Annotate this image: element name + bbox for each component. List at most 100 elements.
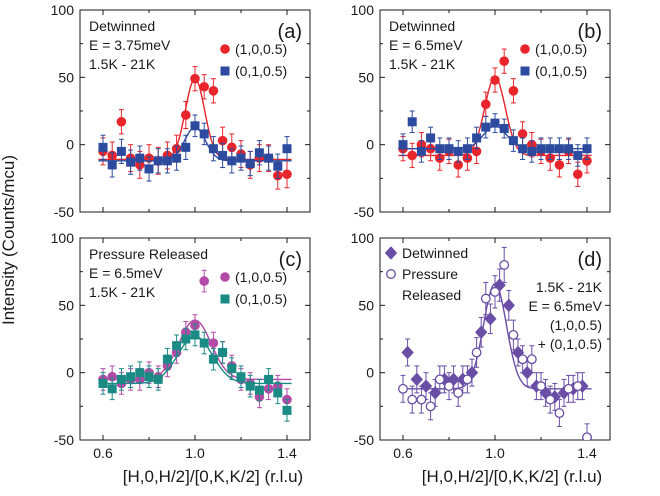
x-tick-label: 0.6 bbox=[393, 445, 413, 461]
data-point bbox=[499, 56, 510, 66]
data-point bbox=[490, 286, 500, 297]
data-point bbox=[199, 338, 209, 348]
chart-panel-3: -50 0 50 100 0.6 1.0 1.4 (c) Pressure Released E … bbox=[51, 230, 311, 461]
plot-data bbox=[398, 246, 592, 440]
data-point bbox=[199, 129, 209, 139]
series-2 bbox=[398, 246, 592, 440]
panel-label: (a) bbox=[278, 21, 302, 43]
data-point bbox=[419, 379, 433, 393]
data-point bbox=[398, 383, 408, 394]
data-point bbox=[472, 133, 482, 143]
data-point bbox=[517, 129, 528, 139]
data-point bbox=[282, 405, 292, 415]
annotation-text: Detwinned bbox=[389, 18, 455, 34]
legend-marker bbox=[384, 246, 398, 260]
y-axis-label: Intensity (Counts/mcu) bbox=[0, 155, 18, 325]
legend-marker bbox=[220, 44, 230, 54]
panel-label: (c) bbox=[279, 249, 302, 271]
y-tick-label: 50 bbox=[358, 297, 374, 313]
annotation-text: E = 6.5meV bbox=[528, 298, 602, 314]
annotation-text: Detwinned bbox=[89, 18, 155, 34]
plot-data bbox=[98, 66, 292, 190]
data-point bbox=[218, 347, 228, 357]
data-point bbox=[481, 99, 491, 110]
data-point bbox=[536, 381, 546, 392]
data-point bbox=[490, 75, 500, 85]
annotation-text: E = 3.75meV bbox=[89, 37, 171, 53]
data-point bbox=[502, 298, 515, 313]
legend-label: Detwinned bbox=[402, 245, 468, 261]
legend-marker bbox=[220, 272, 230, 282]
data-point bbox=[554, 144, 564, 154]
data-point bbox=[208, 86, 219, 96]
data-point bbox=[444, 144, 454, 154]
data-point bbox=[116, 146, 126, 156]
data-point bbox=[199, 81, 209, 92]
data-point bbox=[429, 386, 442, 400]
x-tick-label: 1.0 bbox=[185, 445, 205, 461]
data-point bbox=[245, 381, 255, 391]
data-point bbox=[135, 368, 145, 378]
data-point bbox=[172, 341, 182, 351]
data-point bbox=[407, 394, 418, 405]
series-2 bbox=[98, 323, 292, 422]
data-point bbox=[398, 140, 408, 150]
data-point bbox=[282, 169, 292, 180]
legend-marker bbox=[220, 294, 230, 304]
data-point bbox=[545, 394, 556, 405]
data-point bbox=[527, 146, 537, 156]
data-point bbox=[273, 388, 283, 398]
data-point bbox=[453, 387, 464, 398]
data-point bbox=[435, 144, 445, 154]
data-point bbox=[144, 372, 154, 382]
data-point bbox=[416, 394, 427, 405]
data-point bbox=[153, 156, 163, 166]
chart-panel-2: -50 0 50 100 (b) Detwinned E = 6.5meV 1.5K - 21… bbox=[351, 2, 611, 220]
data-point bbox=[116, 116, 127, 127]
data-point bbox=[144, 164, 154, 174]
data-point bbox=[462, 144, 472, 154]
data-point bbox=[98, 378, 108, 388]
series-2 bbox=[398, 110, 592, 167]
data-point bbox=[208, 338, 219, 348]
y-tick-label: 0 bbox=[366, 365, 374, 381]
data-point bbox=[517, 354, 528, 365]
data-point bbox=[98, 142, 108, 152]
data-point bbox=[564, 144, 574, 154]
legend-label: (0,1,0.5) bbox=[235, 291, 287, 307]
data-point bbox=[407, 117, 417, 127]
x-tick-label: 1.4 bbox=[577, 445, 597, 461]
data-point bbox=[471, 347, 482, 358]
data-point bbox=[208, 144, 218, 154]
data-point bbox=[484, 312, 497, 326]
data-point bbox=[126, 157, 136, 167]
legend-label: (0,1,0.5) bbox=[235, 63, 287, 79]
data-point bbox=[126, 372, 136, 382]
x-axis-label-left: [H,0,H/2]/[0,K,K/2] (r.l.u) bbox=[123, 467, 303, 486]
y-tick-label: 0 bbox=[66, 137, 74, 153]
data-point bbox=[116, 374, 126, 384]
data-point bbox=[416, 146, 426, 156]
y-tick-label: 0 bbox=[66, 365, 74, 381]
legend-label: (1,0,0.5) bbox=[235, 41, 287, 57]
data-point bbox=[273, 161, 283, 171]
data-point bbox=[573, 150, 583, 160]
x-axis-label-right: [H,0,H/2]/[0,K,K/2] (r.l.u) bbox=[422, 467, 602, 486]
y-tick-label: 100 bbox=[51, 2, 75, 18]
data-point bbox=[135, 153, 145, 163]
data-point bbox=[181, 110, 191, 120]
y-tick-label: -50 bbox=[54, 432, 74, 448]
data-point bbox=[153, 374, 163, 384]
y-tick-label: -50 bbox=[354, 432, 374, 448]
y-tick-label: 100 bbox=[351, 230, 375, 246]
data-point bbox=[190, 121, 200, 131]
data-point bbox=[107, 384, 117, 394]
data-point bbox=[172, 153, 182, 163]
data-point bbox=[407, 150, 418, 161]
data-point bbox=[426, 133, 436, 143]
legend-label: (1,0,0.5) bbox=[535, 41, 587, 57]
data-point bbox=[582, 432, 592, 440]
data-point bbox=[434, 374, 445, 385]
annotation-text: Pressure Released bbox=[89, 246, 208, 262]
